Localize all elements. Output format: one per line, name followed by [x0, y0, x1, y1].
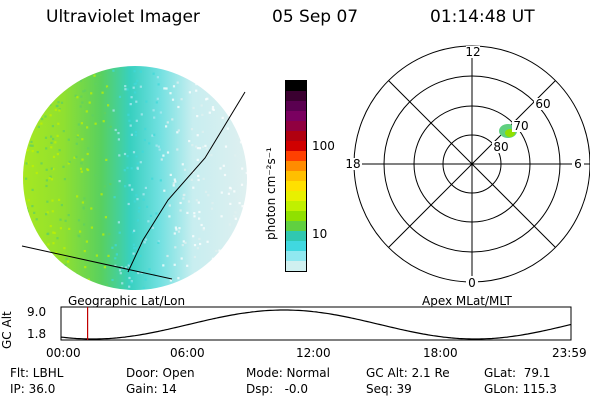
- orbit-ytick-1-8: 1.8: [27, 327, 47, 341]
- lat-80-label: 80: [493, 140, 508, 154]
- colorbar-unit-label: photon cm⁻²s⁻¹: [264, 147, 278, 240]
- orbit-xtick-1200: 12:00: [296, 346, 331, 360]
- time-label: 01:14:48 UT: [430, 7, 535, 27]
- lat-60-label: 60: [535, 97, 550, 111]
- info-gain: Gain: 14: [126, 382, 177, 396]
- info-mode: Mode: Normal: [246, 366, 330, 380]
- orbit-xtick-0600: 06:00: [170, 346, 205, 360]
- mlt-6-label: 6: [574, 157, 582, 171]
- orbit-altitude-plot: [60, 306, 572, 341]
- info-door: Door: Open: [126, 366, 195, 380]
- instrument-title: Ultraviolet Imager: [46, 7, 200, 27]
- geographic-caption: Geographic Lat/Lon: [68, 294, 186, 308]
- orbit-xtick-0000: 00:00: [46, 346, 81, 360]
- orbit-xtick-2359: 23:59: [552, 346, 587, 360]
- info-gcalt: GC Alt: 2.1 Re: [366, 366, 450, 380]
- orbit-xtick-1800: 18:00: [423, 346, 458, 360]
- mlt-18-label: 18: [345, 157, 360, 171]
- info-glat: GLat: 79.1: [484, 366, 551, 380]
- info-flt: Flt: LBHL: [10, 366, 64, 380]
- info-glon: GLon: 115.3: [484, 382, 557, 396]
- info-ip: IP: 36.0: [10, 382, 56, 396]
- polar-map: 12 18 6 0 60 70 80: [344, 45, 590, 290]
- lat-70-label: 70: [513, 119, 528, 133]
- orbit-ytick-9: 9.0: [27, 305, 47, 319]
- date-label: 05 Sep 07: [272, 7, 359, 27]
- mlt-0-label: 0: [468, 276, 476, 290]
- colorbar: [285, 80, 307, 272]
- colorbar-tick-10: 10: [312, 227, 328, 241]
- orbit-ylabel: GC Alt: [0, 311, 14, 349]
- geographic-image: [21, 66, 247, 290]
- info-seq: Seq: 39: [366, 382, 412, 396]
- mlt-12-label: 12: [465, 45, 480, 59]
- colorbar-tick-100: 100: [312, 139, 335, 153]
- info-dsp: Dsp: -0.0: [246, 382, 309, 396]
- apex-caption: Apex MLat/MLT: [422, 294, 512, 308]
